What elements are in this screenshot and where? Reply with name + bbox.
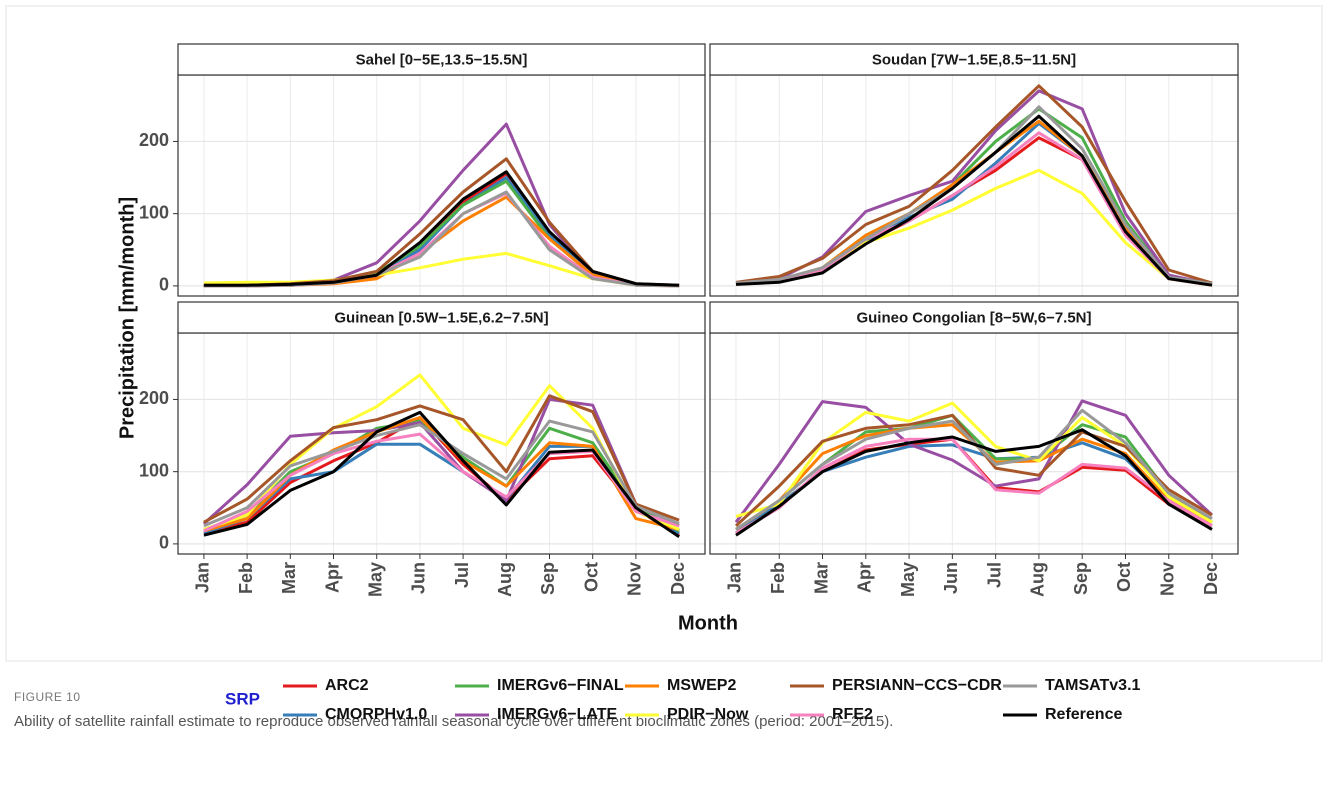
x-tick-label: Apr <box>322 562 342 593</box>
legend-label: RFE2 <box>832 706 873 723</box>
series-line <box>734 399 1214 524</box>
legend-label: PERSIANN−CCS−CDR <box>832 677 1002 694</box>
x-tick-label: Aug <box>495 562 515 597</box>
legend-label: PDIR−Now <box>667 706 749 723</box>
x-axis-label: Month <box>678 612 738 634</box>
series-line <box>735 84 1213 285</box>
y-tick-label: 100 <box>139 202 169 222</box>
series-line <box>735 131 1213 287</box>
series-line <box>735 428 1213 537</box>
x-tick-label: Sep <box>1071 562 1091 595</box>
legend-label: MSWEP2 <box>667 677 736 694</box>
legend-label: IMERGv6−FINAL <box>497 677 624 694</box>
y-tick-label: 0 <box>159 533 169 553</box>
y-tick-label: 0 <box>159 275 169 295</box>
x-tick-label: Jan <box>193 562 213 593</box>
x-tick-label: Oct <box>1114 562 1134 592</box>
x-tick-label: May <box>898 562 918 597</box>
x-tick-label: Jun <box>409 562 429 594</box>
x-tick-label: Jan <box>725 562 745 593</box>
strip-title: Guineo Congolian [8−5W,6−7.5N] <box>856 309 1091 326</box>
strip <box>177 43 706 76</box>
y-axis-label: Precipitation [mm/month] <box>116 197 138 439</box>
strip <box>709 43 1239 76</box>
strip-title: Sahel [0−5E,13.5−15.5N] <box>356 51 528 68</box>
x-tick-label: Apr <box>855 562 875 593</box>
x-tick-label: Nov <box>1158 562 1178 596</box>
series-line <box>203 394 680 524</box>
legend-label: TAMSATv3.1 <box>1045 677 1141 694</box>
y-tick-label: 100 <box>139 460 169 480</box>
x-tick-label: Jun <box>941 562 961 594</box>
x-tick-label: Nov <box>625 562 645 596</box>
x-tick-label: Dec <box>1201 562 1221 595</box>
caption: Ability of satellite rainfall estimate t… <box>14 713 893 730</box>
x-tick-label: Feb <box>768 562 788 594</box>
series-line <box>735 114 1213 287</box>
legend-title: SRP <box>225 689 260 708</box>
series-line <box>203 419 680 528</box>
x-tick-label: Oct <box>581 562 601 592</box>
x-tick-label: Jul <box>452 562 472 588</box>
panel-background <box>178 333 705 554</box>
series-line <box>735 437 1213 535</box>
x-tick-label: Dec <box>668 562 688 595</box>
x-tick-label: May <box>365 562 385 597</box>
series-line <box>203 410 680 538</box>
legend-label: IMERGv6−LATE <box>497 706 618 723</box>
y-tick-label: 200 <box>139 130 169 150</box>
strip <box>177 301 706 334</box>
x-tick-label: Feb <box>236 562 256 594</box>
legend-label: CMORPHv1.0 <box>325 706 427 723</box>
x-tick-label: Sep <box>538 562 558 595</box>
series-line <box>202 397 680 528</box>
x-tick-label: Jul <box>984 562 1004 588</box>
y-tick-label: 200 <box>139 388 169 408</box>
series-line <box>203 170 680 287</box>
panel-background <box>178 75 705 296</box>
strip <box>709 301 1239 334</box>
x-tick-label: Mar <box>811 562 831 594</box>
x-tick-label: Aug <box>1028 562 1048 597</box>
legend-label: ARC2 <box>325 677 369 694</box>
strip-title: Soudan [7W−1.5E,8.5−11.5N] <box>872 51 1076 68</box>
x-tick-label: Mar <box>279 562 299 594</box>
caption-label: FIGURE 10 <box>14 690 81 704</box>
legend-label: Reference <box>1045 706 1122 723</box>
strip-title: Guinean [0.5W−1.5E,6.2−7.5N] <box>334 309 548 326</box>
